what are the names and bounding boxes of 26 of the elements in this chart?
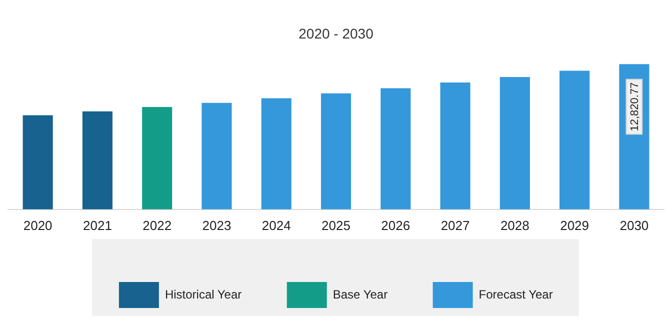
bar: [82, 111, 112, 210]
bar: [500, 76, 530, 210]
bar: [202, 102, 232, 210]
x-tick-label: 2026: [381, 218, 410, 233]
bar: [560, 70, 590, 210]
x-tick-label: 2029: [560, 218, 590, 233]
bar: [261, 98, 292, 210]
data-label: 12,820.77: [629, 82, 642, 132]
bar: [440, 82, 470, 210]
bar: [320, 93, 352, 210]
x-tick-label: 2030: [620, 218, 649, 233]
x-tick-label: 2027: [440, 218, 470, 233]
x-tick-label: 2024: [262, 218, 291, 233]
x-tick-label: 2023: [202, 218, 232, 233]
bar: [22, 115, 53, 210]
x-tick-label: 2020: [23, 218, 52, 233]
x-tick-label: 2021: [82, 218, 112, 233]
legend-label: Historical Year: [164, 287, 242, 302]
bar: [142, 106, 172, 210]
x-tick-label: 2025: [322, 218, 350, 233]
legend-label: Forecast Year: [478, 287, 553, 302]
x-tick-label: 2028: [500, 218, 530, 233]
chart-title: 2020 - 2030: [298, 25, 374, 42]
bar: [380, 88, 411, 210]
legend-label: Base Year: [332, 287, 388, 302]
x-tick-label: 2022: [142, 218, 172, 233]
